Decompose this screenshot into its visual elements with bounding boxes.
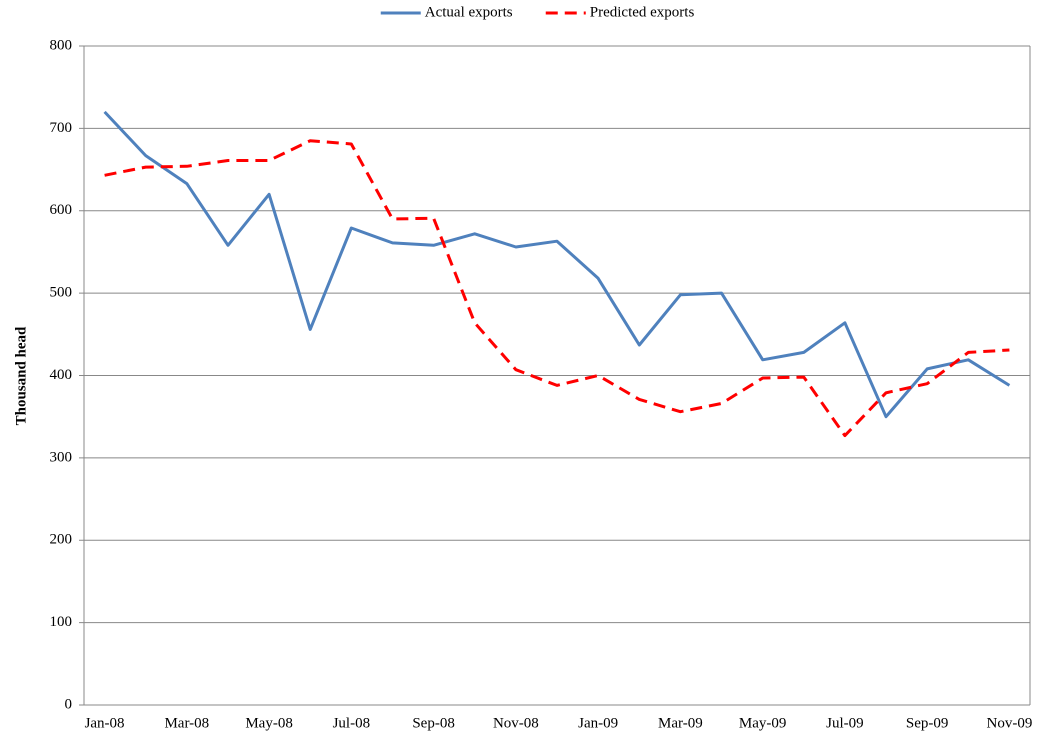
data-line xyxy=(104,139,1010,438)
x-tick-label: Jan-08 xyxy=(85,715,125,731)
x-tick-label: Sep-09 xyxy=(906,715,949,731)
x-tick-label: Mar-09 xyxy=(658,715,703,731)
y-axis-label: Thousand head xyxy=(13,326,29,425)
y-tick-label: 200 xyxy=(50,532,73,548)
legend-label: Actual exports xyxy=(425,4,513,20)
y-tick-label: 500 xyxy=(50,285,73,301)
y-tick-label: 100 xyxy=(50,614,73,630)
y-tick-label: 300 xyxy=(50,449,73,465)
x-tick-label: Jul-09 xyxy=(826,715,864,731)
x-tick-label: Nov-09 xyxy=(987,715,1033,731)
y-tick-label: 800 xyxy=(50,37,73,53)
x-tick-label: May-08 xyxy=(245,715,293,731)
x-tick-label: Nov-08 xyxy=(493,715,539,731)
x-tick-label: Jul-08 xyxy=(333,715,371,731)
x-tick-label: Mar-08 xyxy=(164,715,209,731)
y-tick-label: 0 xyxy=(65,696,73,712)
data-line xyxy=(103,110,1011,419)
x-tick-label: Jan-09 xyxy=(578,715,618,731)
y-tick-label: 400 xyxy=(50,367,73,383)
legend-label: Predicted exports xyxy=(590,4,695,20)
y-tick-label: 600 xyxy=(50,202,73,218)
x-tick-label: Sep-08 xyxy=(412,715,455,731)
x-tick-label: May-09 xyxy=(739,715,787,731)
y-tick-label: 700 xyxy=(50,120,73,136)
